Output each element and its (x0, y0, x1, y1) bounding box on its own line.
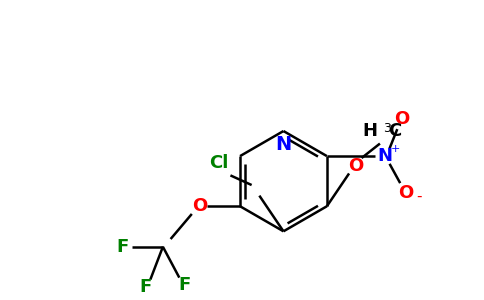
Text: O: O (398, 184, 414, 202)
Text: C: C (389, 122, 402, 140)
Text: F: F (139, 278, 151, 296)
Text: H: H (362, 122, 377, 140)
Text: Cl: Cl (209, 154, 228, 172)
Text: F: F (116, 238, 129, 256)
Text: N: N (275, 135, 291, 154)
Text: O: O (348, 157, 363, 175)
Text: O: O (394, 110, 410, 128)
Text: N: N (377, 147, 392, 165)
Text: O: O (192, 197, 207, 215)
Text: +: + (391, 144, 400, 154)
Text: -: - (417, 189, 422, 204)
Text: 3: 3 (383, 122, 391, 135)
Text: F: F (178, 276, 190, 294)
